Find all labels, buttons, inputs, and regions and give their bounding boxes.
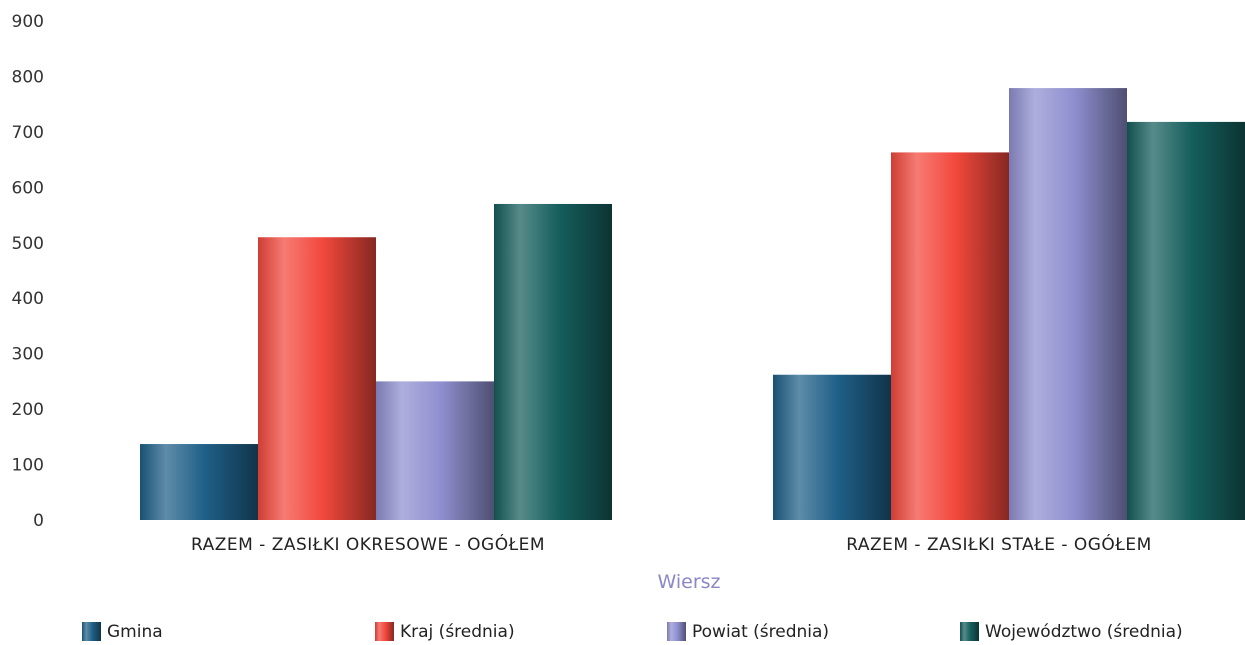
y-tick-label: 300 — [12, 345, 44, 365]
legend-label: Gmina — [107, 622, 163, 642]
legend-label: Powiat (średnia) — [692, 622, 829, 642]
legend-swatch — [375, 622, 394, 641]
bar — [376, 381, 494, 520]
legend-swatch — [82, 622, 101, 641]
y-tick-label: 500 — [12, 234, 44, 254]
y-tick-label: 100 — [12, 456, 44, 476]
legend: Gmina Kraj (średnia) Powiat (średnia) Wojew… — [82, 622, 1183, 642]
bar — [1009, 88, 1127, 521]
legend-swatch — [960, 622, 979, 641]
x-axis-title: Wiersz — [657, 571, 720, 593]
bar — [1127, 121, 1245, 521]
legend-swatch — [667, 622, 686, 641]
x-axis: RAZEM - ZASIŁKI OKRESOWE - OGÓŁEM RAZEM -… — [191, 533, 1152, 555]
y-tick-label: 700 — [12, 123, 44, 143]
y-tick-label: 400 — [12, 289, 44, 309]
bars — [140, 88, 1245, 521]
y-tick-label: 800 — [12, 67, 44, 87]
bar — [773, 374, 891, 520]
bar — [891, 152, 1009, 521]
legend-label: Kraj (średnia) — [400, 622, 515, 642]
bar — [258, 237, 376, 520]
bar — [140, 444, 258, 520]
y-tick-label: 900 — [12, 12, 44, 32]
y-tick-label: 200 — [12, 400, 44, 420]
x-category-label: RAZEM - ZASIŁKI STAŁE - OGÓŁEM — [846, 533, 1152, 555]
bar — [494, 203, 612, 520]
legend-label: Województwo (średnia) — [985, 622, 1183, 642]
y-tick-label: 600 — [12, 178, 44, 198]
y-axis: 0 100 200 300 400 500 600 700 800 900 — [12, 12, 44, 531]
x-category-label: RAZEM - ZASIŁKI OKRESOWE - OGÓŁEM — [191, 533, 545, 555]
y-tick-label: 0 — [33, 511, 44, 531]
